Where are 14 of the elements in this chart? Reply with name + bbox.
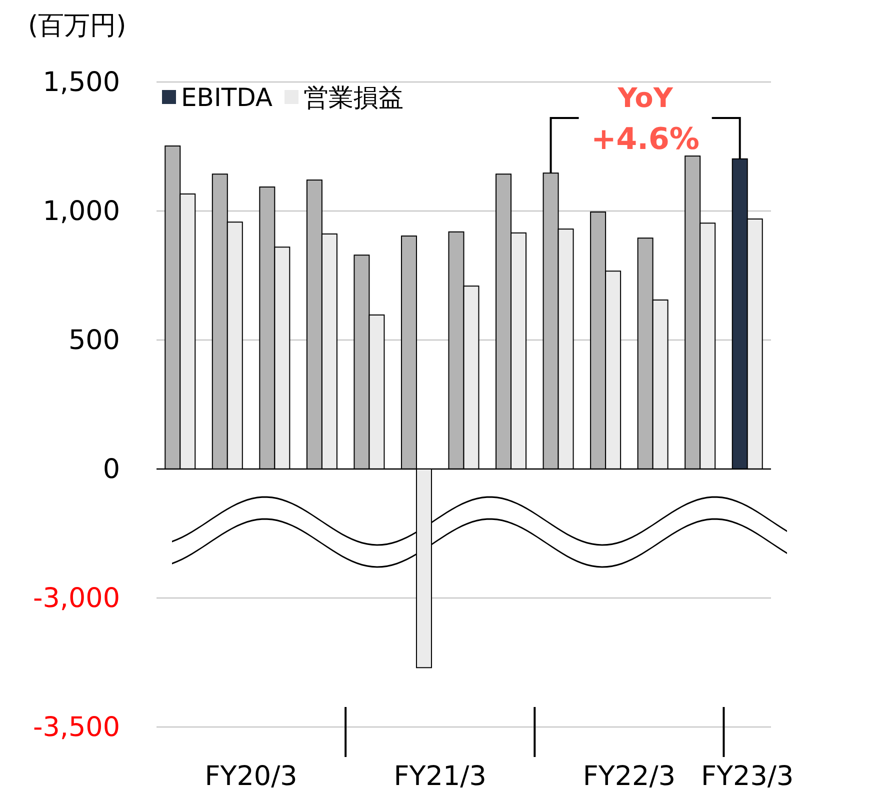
y-axis-title: (百万円)	[28, 11, 126, 41]
y-tick-label: -3,000	[32, 583, 120, 614]
text: FY22/3	[582, 761, 676, 791]
legend-label: EBITDA	[181, 83, 273, 112]
y-tick-label: 500	[68, 325, 120, 356]
legend-label: 営業損益	[304, 83, 404, 112]
text: FY23/3	[701, 761, 794, 791]
annotation: YoY +4.6%	[591, 83, 700, 157]
text: FY20/3	[204, 761, 298, 791]
y-tick-label: 1,500	[42, 67, 120, 98]
y-tick-label: 1,000	[42, 196, 120, 227]
y-tick-label: -3,500	[32, 712, 120, 743]
y-tick-label: 0	[102, 454, 120, 485]
text: FY21/3	[394, 761, 486, 791]
